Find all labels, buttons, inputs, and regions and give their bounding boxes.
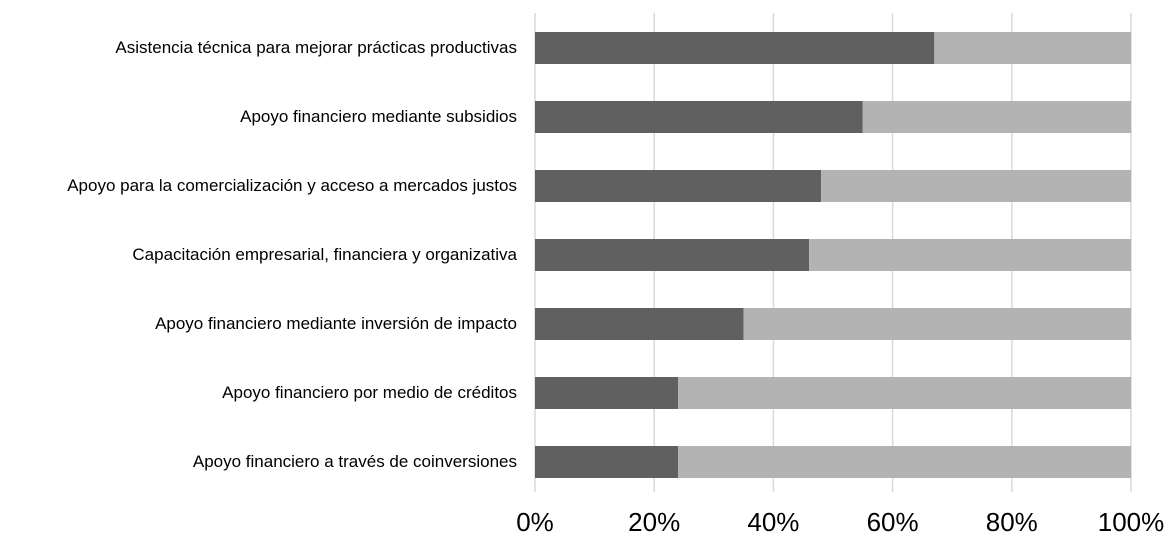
bar-segment [678,377,1131,409]
bar-segment [535,308,744,340]
category-label: Apoyo para la comercialización y acceso … [67,176,517,195]
bar-segment [535,377,679,409]
bar-segment [535,101,863,133]
bar-segment [535,446,679,478]
category-label: Apoyo financiero por medio de créditos [222,383,517,402]
x-tick-label: 60% [867,507,919,537]
x-tick-label: 40% [747,507,799,537]
x-tick-label: 20% [628,507,680,537]
category-label: Apoyo financiero mediante inversión de i… [155,314,517,333]
category-label: Asistencia técnica para mejorar práctica… [115,38,517,57]
bar-segment [535,239,810,271]
category-label: Capacitación empresarial, financiera y o… [132,245,517,264]
bar-segment [678,446,1131,478]
bar-segment [535,170,822,202]
bar-segment [809,239,1131,271]
x-tick-label: 0% [516,507,554,537]
x-tick-label: 100% [1098,507,1165,537]
bar-segment [934,32,1131,64]
bar-segment [862,101,1131,133]
bar-segment [535,32,935,64]
x-tick-label: 80% [986,507,1038,537]
bar-segment [821,170,1131,202]
category-label: Apoyo financiero mediante subsidios [240,107,517,126]
bar-segment [743,308,1131,340]
category-label: Apoyo financiero a través de coinversion… [192,452,517,471]
